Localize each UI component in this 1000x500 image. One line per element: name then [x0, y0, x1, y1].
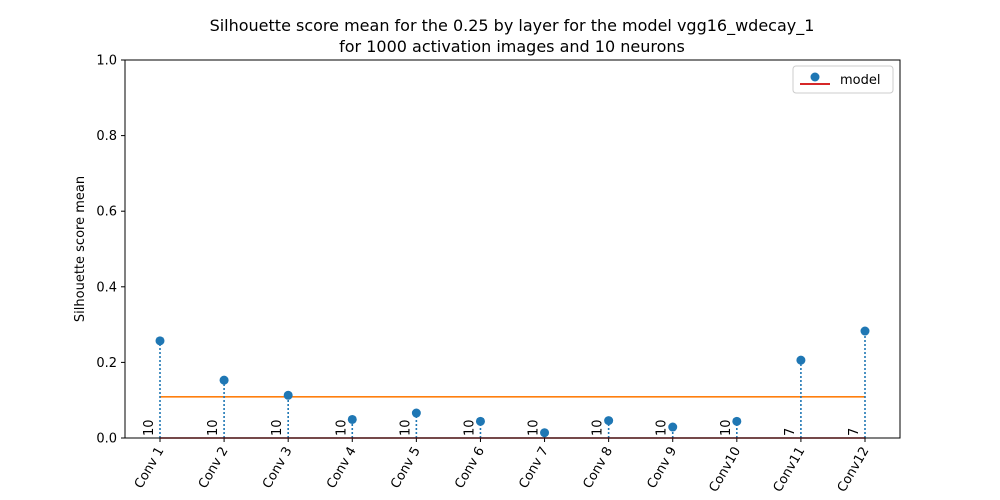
data-point: [219, 375, 229, 385]
count-label: 10: [334, 419, 349, 436]
legend-marker: [810, 72, 820, 82]
x-tick-label: Conv10: [707, 445, 745, 495]
y-tick-label: 0.8: [96, 129, 117, 144]
legend-entry-model: model: [840, 73, 880, 88]
y-tick-label: 0.6: [96, 205, 117, 220]
y-tick-label: 0.0: [96, 432, 117, 447]
data-point: [668, 422, 678, 432]
x-tick-label: Conv 9: [645, 445, 681, 492]
x-tick-label: Conv 5: [388, 445, 424, 492]
x-tick-label: Conv 8: [580, 445, 616, 492]
y-tick-label: 0.2: [96, 356, 117, 371]
data-point: [475, 416, 485, 426]
chart-title-line2: for 1000 activation images and 10 neuron…: [339, 37, 685, 56]
x-tick-label: Conv11: [771, 445, 809, 495]
count-label: 7: [783, 428, 798, 436]
count-label: 10: [142, 419, 157, 436]
plot-frame: [124, 59, 901, 439]
y-axis-label: Silhouette score mean: [73, 176, 88, 322]
count-label: 10: [270, 419, 285, 436]
x-tick-label: Conv12: [835, 445, 873, 495]
data-point: [860, 326, 870, 336]
x-tick-label: Conv 6: [452, 445, 488, 492]
count-label: 10: [462, 419, 477, 436]
chart-title-line1: Silhouette score mean for the 0.25 by la…: [210, 16, 815, 36]
y-tick-label: 0.4: [96, 280, 117, 295]
x-tick-label: Conv 7: [516, 445, 552, 492]
data-point: [347, 414, 357, 424]
count-label: 10: [527, 419, 542, 436]
legend-box: [792, 65, 894, 94]
x-tick-label: Conv 4: [324, 445, 360, 492]
data-point: [155, 336, 165, 346]
data-point: [411, 408, 421, 418]
count-label: 10: [719, 419, 734, 436]
data-point: [732, 416, 742, 426]
y-tick-label: 1.0: [96, 54, 117, 69]
plot-area: 0.0 0.2 0.4 0.6 0.8 1.0 Conv 1 Conv 2 Conv 3 Conv…: [96, 54, 872, 495]
count-label: 10: [206, 419, 221, 436]
x-tick-label: Conv 2: [196, 445, 232, 492]
data-point: [540, 428, 550, 438]
x-tick-label: Conv 3: [260, 445, 296, 492]
legend: model: [792, 65, 894, 94]
data-point: [604, 416, 614, 426]
count-label: 10: [591, 419, 606, 436]
x-tick-label: Conv 1: [132, 445, 168, 492]
count-label: 10: [398, 419, 413, 436]
count-label: 10: [655, 419, 670, 436]
data-point: [796, 355, 806, 365]
count-label: 7: [847, 428, 862, 436]
data-point: [283, 390, 293, 400]
